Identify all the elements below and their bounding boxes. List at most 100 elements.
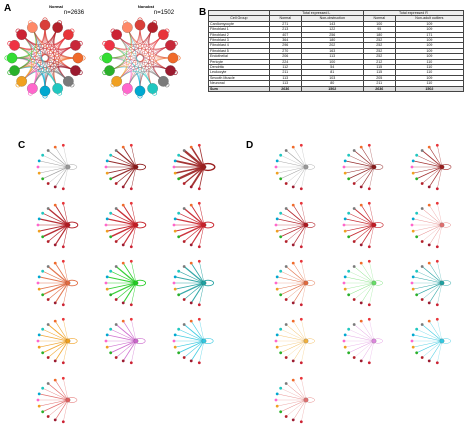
star-leaf-node xyxy=(41,386,45,390)
star-edge xyxy=(175,334,205,342)
star-self-loop xyxy=(202,338,214,344)
star-leaf-node xyxy=(129,187,133,191)
star-edge xyxy=(437,224,443,247)
star-leaf-node xyxy=(109,269,113,273)
star-edge xyxy=(369,203,375,226)
network-self-loop xyxy=(102,40,108,47)
star-leaf-node xyxy=(347,235,351,239)
star-edge xyxy=(42,155,69,168)
star-edge xyxy=(293,399,307,421)
star-hub-node xyxy=(201,338,207,344)
star-edge xyxy=(178,328,205,342)
star-edge xyxy=(301,319,307,342)
star-edge xyxy=(277,224,307,232)
star-edge xyxy=(429,262,443,284)
star-self-loop xyxy=(200,162,216,172)
star-leaf-node xyxy=(197,187,201,191)
star-edge xyxy=(301,399,307,422)
star-edge xyxy=(277,393,307,401)
star-leaf-node xyxy=(427,243,431,247)
star-edge xyxy=(115,207,137,226)
star-edge xyxy=(183,166,205,184)
star-leaf-node xyxy=(299,376,303,380)
star-leaf-node xyxy=(342,339,346,343)
star-leaf-node xyxy=(36,165,40,169)
star-leaf-node xyxy=(275,287,279,291)
network-self-loop xyxy=(164,82,170,88)
panel-d-star-7 xyxy=(342,259,383,307)
star-edge xyxy=(115,324,137,342)
star-edge xyxy=(286,399,307,417)
star-leaf-node xyxy=(274,339,278,343)
star-leaf-node xyxy=(284,265,288,268)
table-cell-value: 2636 xyxy=(268,85,302,93)
star-leaf-node xyxy=(352,298,356,301)
star-leaf-node xyxy=(129,201,133,205)
network-self-loop xyxy=(175,55,181,61)
star-self-loop xyxy=(304,280,316,286)
star-leaf-node xyxy=(435,187,439,191)
star-edge xyxy=(286,340,307,358)
star-edge xyxy=(107,282,137,290)
star-edge xyxy=(348,155,375,168)
star-edge xyxy=(345,160,375,168)
star-leaf-node xyxy=(427,319,431,323)
panel-label-c: C xyxy=(18,140,26,151)
star-edge xyxy=(48,399,69,417)
star-edge xyxy=(175,218,205,226)
star-edge xyxy=(107,224,137,232)
star-leaf-node xyxy=(415,327,419,331)
star-edge xyxy=(413,218,443,226)
star-edge xyxy=(413,334,443,342)
star-leaf-node xyxy=(105,159,109,163)
star-edge xyxy=(360,224,375,246)
star-leaf-node xyxy=(359,261,363,265)
star-leaf-node xyxy=(299,259,303,263)
star-leaf-node xyxy=(274,281,278,285)
star-edge xyxy=(122,282,137,304)
star-leaf-node xyxy=(347,269,351,273)
star-leaf-node xyxy=(291,378,295,382)
star-edge xyxy=(361,282,375,304)
network-nonobst xyxy=(99,17,181,99)
star-leaf-node xyxy=(53,203,57,207)
star-leaf-node xyxy=(41,153,45,157)
star-leaf-node xyxy=(291,185,295,189)
star-leaf-node xyxy=(275,404,279,408)
star-leaf-node xyxy=(352,149,356,152)
star-edge xyxy=(63,399,69,422)
star-leaf-node xyxy=(411,275,415,279)
star-leaf-node xyxy=(177,351,181,355)
star-edge xyxy=(47,150,69,168)
star-edge xyxy=(369,166,375,189)
star-edge xyxy=(428,146,443,168)
star-edge xyxy=(437,319,443,342)
star-leaf-node xyxy=(291,145,295,149)
network-node xyxy=(111,29,122,40)
star-edge xyxy=(277,334,307,342)
star-leaf-node xyxy=(182,240,186,243)
star-edge xyxy=(47,383,69,401)
star-leaf-node xyxy=(342,223,346,227)
star-edge xyxy=(286,324,307,342)
star-edge xyxy=(131,282,137,305)
star-leaf-node xyxy=(173,287,177,291)
network-normal-title: Normal xyxy=(49,4,63,9)
table-cell-value: 110 xyxy=(394,69,465,76)
star-edge xyxy=(345,282,375,290)
star-edge xyxy=(198,145,205,168)
star-leaf-node xyxy=(172,281,176,285)
star-self-loop xyxy=(372,164,384,170)
star-edge xyxy=(190,204,205,226)
star-leaf-node xyxy=(173,345,177,349)
star-self-loop xyxy=(305,164,315,170)
star-leaf-node xyxy=(435,361,439,365)
star-edge xyxy=(63,166,69,189)
table-cell-value: 54 xyxy=(300,64,364,71)
panel-a-networks: Normal n=2636 Nonobst n=1502 xyxy=(4,4,181,99)
panel-c-star-3 xyxy=(36,201,79,249)
table-cell-value: 100 xyxy=(300,58,364,66)
star-leaf-node xyxy=(435,201,439,205)
star-leaf-node xyxy=(189,185,193,189)
star-edge xyxy=(183,266,205,284)
